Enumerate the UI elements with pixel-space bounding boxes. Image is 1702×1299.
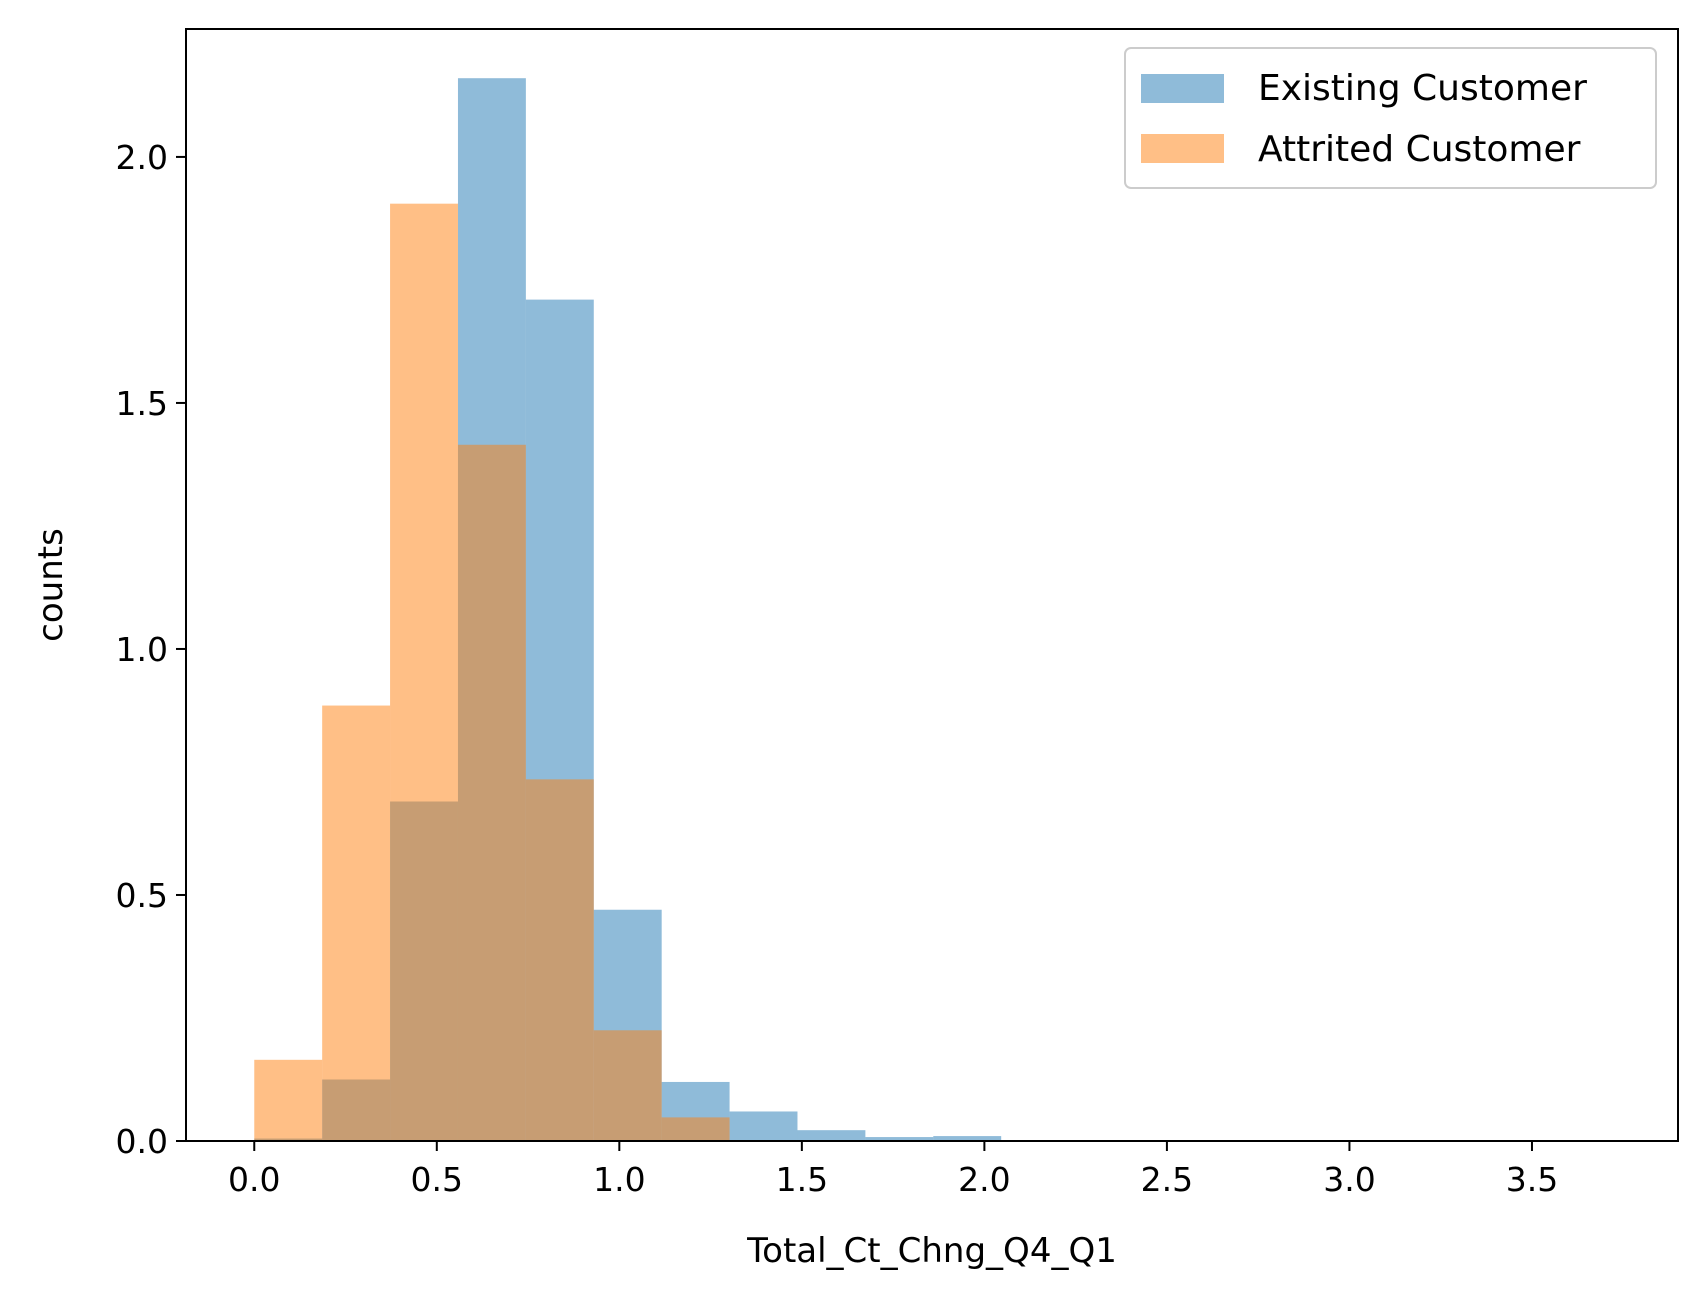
bar-attrited-bin-5 bbox=[593, 1030, 662, 1141]
bar-attrited-bin-6 bbox=[661, 1117, 730, 1141]
y-tick-label: 1.0 bbox=[116, 630, 168, 669]
bar-attrited-bin-4 bbox=[525, 779, 594, 1141]
x-tick-label: 1.0 bbox=[593, 1160, 645, 1199]
bar-attrited-bin-2 bbox=[390, 203, 458, 1142]
x-tick-label: 0.0 bbox=[228, 1160, 280, 1199]
legend: Existing Customer Attrited Customer bbox=[1124, 47, 1657, 189]
bars-layer bbox=[254, 78, 1137, 1142]
legend-label-attrited: Attrited Customer bbox=[1258, 129, 1581, 170]
legend-box bbox=[1124, 47, 1657, 189]
x-tick-label: 3.5 bbox=[1506, 1160, 1558, 1199]
bar-existing-bin-8 bbox=[797, 1130, 866, 1141]
x-tick-label: 2.5 bbox=[1141, 1160, 1193, 1199]
axes-frame bbox=[185, 28, 1679, 1142]
x-tick-label: 1.5 bbox=[776, 1160, 828, 1199]
y-tick-label: 2.0 bbox=[116, 138, 168, 177]
bar-attrited-bin-3 bbox=[457, 444, 526, 1141]
bar-existing-bin-7 bbox=[729, 1111, 798, 1141]
y-tick-label: 0.0 bbox=[116, 1122, 168, 1161]
y-axis-label: counts bbox=[31, 528, 71, 642]
bar-attrited-bin-1 bbox=[322, 705, 391, 1141]
y-tick-label: 1.5 bbox=[116, 384, 168, 423]
x-tick-label: 2.0 bbox=[958, 1160, 1010, 1199]
bar-existing-bin-10 bbox=[933, 1136, 1002, 1141]
x-axis-ticks: 0.0 0.5 1.0 1.5 2.0 2.5 3.0 3.5 bbox=[228, 1141, 1558, 1199]
bar-attrited-bin-0 bbox=[254, 1059, 323, 1141]
y-axis-ticks: 0.0 0.5 1.0 1.5 2.0 bbox=[116, 138, 186, 1161]
bar-existing-bin-9 bbox=[865, 1137, 934, 1141]
legend-swatch-existing bbox=[1141, 74, 1224, 103]
x-tick-label: 3.0 bbox=[1323, 1160, 1375, 1199]
x-tick-label: 0.5 bbox=[411, 1160, 463, 1199]
x-axis-label: Total_Ct_Chng_Q4_Q1 bbox=[746, 1231, 1117, 1271]
legend-swatch-attrited bbox=[1141, 134, 1224, 163]
legend-label-existing: Existing Customer bbox=[1258, 68, 1587, 109]
y-tick-label: 0.5 bbox=[116, 876, 168, 915]
